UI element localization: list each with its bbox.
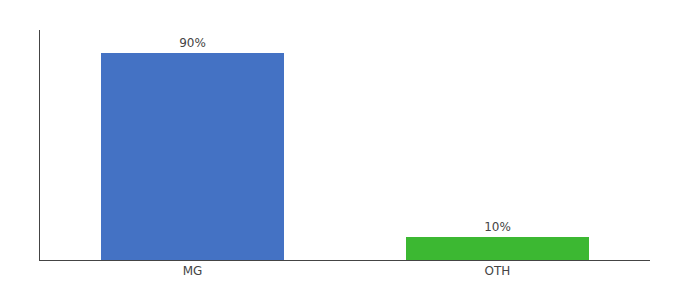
svg-text:MG: MG [183,264,203,278]
svg-text:OTH: OTH [485,264,511,278]
svg-text:10%: 10% [484,220,511,234]
svg-text:90%: 90% [179,36,206,50]
